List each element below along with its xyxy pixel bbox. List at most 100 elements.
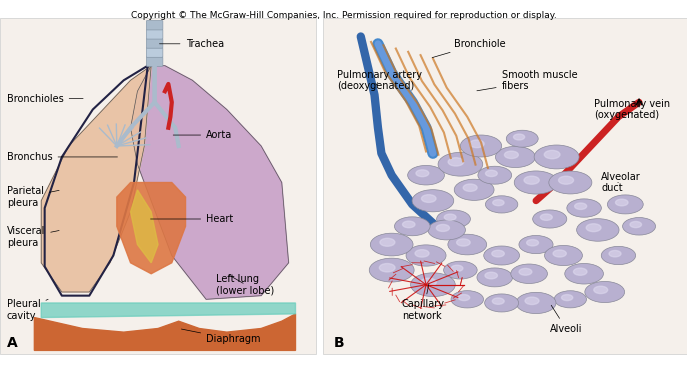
Circle shape [438, 152, 483, 176]
Circle shape [379, 264, 395, 272]
Circle shape [486, 196, 518, 213]
Circle shape [458, 295, 470, 301]
Circle shape [493, 200, 504, 206]
Circle shape [463, 184, 477, 191]
Circle shape [562, 295, 573, 301]
Circle shape [513, 134, 524, 140]
Text: Smooth muscle
fibers: Smooth muscle fibers [477, 69, 577, 91]
Circle shape [436, 224, 449, 231]
FancyBboxPatch shape [146, 39, 163, 48]
Circle shape [408, 165, 444, 185]
Circle shape [448, 158, 464, 166]
Circle shape [470, 140, 484, 148]
Circle shape [406, 245, 446, 266]
Circle shape [369, 258, 414, 282]
Circle shape [533, 210, 567, 228]
Text: Bronchiole: Bronchiole [432, 39, 505, 58]
Text: Bronchus: Bronchus [7, 152, 117, 162]
Text: Visceral
pleura: Visceral pleura [7, 226, 59, 248]
Circle shape [403, 221, 415, 228]
Circle shape [607, 195, 643, 214]
FancyBboxPatch shape [146, 30, 163, 39]
Circle shape [380, 238, 395, 246]
Text: A: A [7, 337, 18, 350]
Polygon shape [35, 314, 296, 350]
Circle shape [594, 286, 607, 293]
Circle shape [519, 235, 553, 254]
Polygon shape [131, 66, 289, 299]
FancyBboxPatch shape [0, 18, 316, 354]
Circle shape [519, 268, 532, 275]
Circle shape [454, 179, 494, 200]
Circle shape [630, 222, 641, 228]
Circle shape [410, 273, 455, 296]
Circle shape [444, 214, 456, 220]
Text: Heart: Heart [151, 214, 234, 224]
Circle shape [576, 219, 619, 241]
Circle shape [586, 224, 601, 232]
Circle shape [484, 294, 519, 312]
Circle shape [416, 170, 429, 177]
FancyBboxPatch shape [146, 20, 163, 30]
Circle shape [495, 146, 536, 168]
Circle shape [534, 145, 579, 169]
Text: Bronchioles: Bronchioles [7, 93, 83, 104]
Circle shape [554, 291, 587, 308]
FancyBboxPatch shape [323, 18, 687, 354]
Circle shape [514, 171, 558, 194]
Text: Pulmonary artery
(deoxygenated): Pulmonary artery (deoxygenated) [337, 69, 422, 91]
FancyBboxPatch shape [146, 57, 163, 66]
Circle shape [492, 298, 504, 304]
Circle shape [444, 261, 477, 279]
Circle shape [370, 233, 413, 256]
Circle shape [525, 297, 539, 304]
Circle shape [558, 176, 574, 184]
Polygon shape [41, 66, 151, 292]
Circle shape [511, 264, 547, 284]
Circle shape [623, 218, 656, 235]
Text: Pleural
cavity: Pleural cavity [7, 299, 48, 321]
Circle shape [609, 250, 621, 257]
Circle shape [448, 234, 486, 255]
Circle shape [484, 246, 520, 265]
Text: Copyright © The McGraw-Hill Companies, Inc. Permission required for reproduction: Copyright © The McGraw-Hill Companies, I… [131, 11, 556, 20]
Circle shape [412, 190, 454, 212]
Circle shape [540, 214, 552, 220]
Circle shape [451, 291, 484, 308]
Circle shape [549, 171, 592, 194]
Circle shape [428, 220, 466, 240]
Circle shape [485, 272, 498, 279]
Circle shape [585, 281, 625, 303]
Circle shape [574, 268, 587, 275]
Circle shape [477, 268, 513, 287]
Circle shape [507, 130, 538, 147]
Text: Left lung
(lower lobe): Left lung (lower lobe) [216, 274, 275, 296]
Circle shape [527, 239, 538, 246]
Circle shape [460, 135, 502, 157]
Circle shape [422, 195, 436, 203]
Circle shape [601, 246, 636, 265]
Polygon shape [41, 303, 296, 318]
Text: Capillary
network: Capillary network [402, 284, 445, 321]
Circle shape [504, 151, 518, 158]
Circle shape [421, 278, 436, 287]
Circle shape [457, 239, 470, 246]
Text: Alveolar
duct: Alveolar duct [601, 172, 641, 193]
Circle shape [395, 217, 430, 236]
Circle shape [545, 245, 583, 266]
Circle shape [553, 250, 567, 257]
Circle shape [545, 150, 560, 159]
Circle shape [451, 265, 463, 272]
Text: Parietal
pleura: Parietal pleura [7, 186, 59, 208]
Text: Pulmonary vein
(oxygenated): Pulmonary vein (oxygenated) [594, 99, 670, 120]
FancyBboxPatch shape [146, 48, 163, 57]
Text: Trachea: Trachea [160, 39, 224, 49]
Circle shape [486, 170, 498, 177]
Polygon shape [131, 190, 158, 263]
Text: B: B [333, 337, 344, 350]
Circle shape [575, 203, 587, 210]
Circle shape [437, 210, 471, 228]
Circle shape [415, 250, 429, 257]
Polygon shape [117, 182, 186, 274]
Circle shape [565, 264, 603, 284]
